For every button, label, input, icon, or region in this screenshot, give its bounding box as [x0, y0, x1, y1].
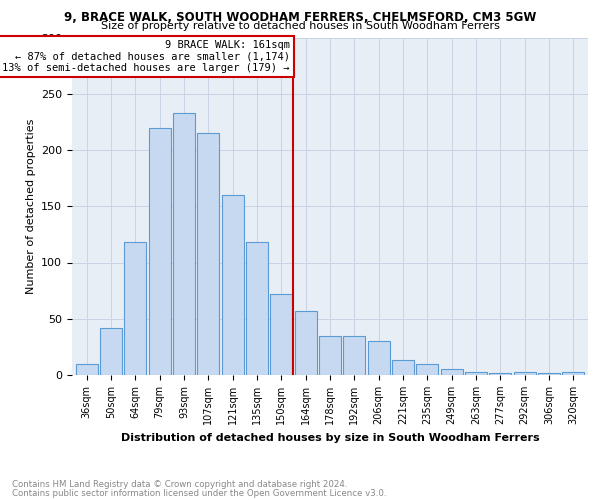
Text: 9 BRACE WALK: 161sqm
← 87% of detached houses are smaller (1,174)
13% of semi-de: 9 BRACE WALK: 161sqm ← 87% of detached h… — [2, 40, 290, 73]
Bar — [173, 113, 195, 375]
Bar — [514, 372, 536, 375]
Bar — [343, 336, 365, 375]
Bar — [392, 360, 414, 375]
Bar — [271, 294, 292, 375]
Bar — [465, 372, 487, 375]
Bar — [441, 370, 463, 375]
Text: 9, BRACE WALK, SOUTH WOODHAM FERRERS, CHELMSFORD, CM3 5GW: 9, BRACE WALK, SOUTH WOODHAM FERRERS, CH… — [64, 11, 536, 24]
Bar — [562, 372, 584, 375]
Bar — [76, 364, 98, 375]
Bar — [197, 133, 219, 375]
Text: Contains HM Land Registry data © Crown copyright and database right 2024.: Contains HM Land Registry data © Crown c… — [12, 480, 347, 489]
Bar — [416, 364, 439, 375]
Bar — [221, 195, 244, 375]
Bar — [490, 373, 511, 375]
Bar — [295, 311, 317, 375]
Bar — [246, 242, 268, 375]
Bar — [149, 128, 170, 375]
Bar — [124, 242, 146, 375]
Bar — [319, 336, 341, 375]
Bar — [100, 328, 122, 375]
Text: Size of property relative to detached houses in South Woodham Ferrers: Size of property relative to detached ho… — [101, 21, 499, 31]
Y-axis label: Number of detached properties: Number of detached properties — [26, 118, 35, 294]
X-axis label: Distribution of detached houses by size in South Woodham Ferrers: Distribution of detached houses by size … — [121, 432, 539, 442]
Text: Contains public sector information licensed under the Open Government Licence v3: Contains public sector information licen… — [12, 489, 386, 498]
Bar — [538, 373, 560, 375]
Bar — [368, 341, 389, 375]
